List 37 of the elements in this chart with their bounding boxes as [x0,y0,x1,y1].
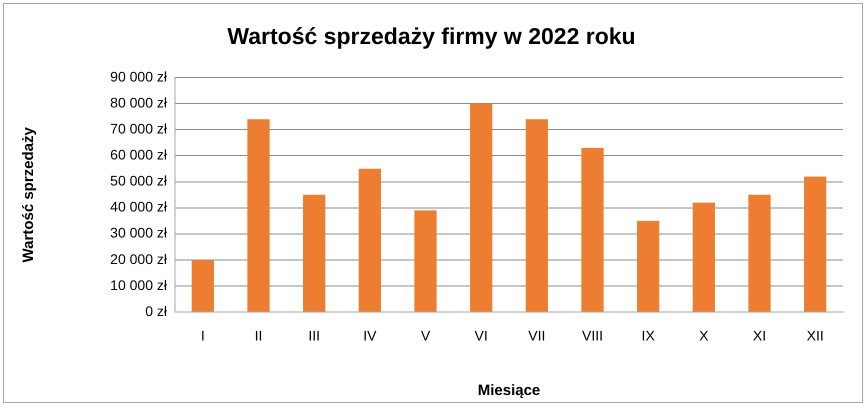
bar [470,104,492,312]
x-tick-label: III [308,327,320,344]
chart-title: Wartość sprzedaży firmy w 2022 roku [227,23,636,50]
x-tick-label: II [254,327,262,344]
x-tick-label: V [420,327,431,344]
x-tick-label: XII [806,327,824,344]
y-tick-label: 90 000 zł [110,68,168,84]
bar [692,202,715,312]
bar [804,176,826,312]
bar [192,260,214,312]
x-tick-label: VI [474,327,488,344]
bar [247,119,270,312]
bar [526,119,548,312]
y-tick-label: 20 000 zł [110,250,168,267]
x-tick-label: X [699,327,710,344]
bar [414,210,437,312]
y-tick-label: 0 zł [145,302,168,319]
x-tick-label: VIII [582,327,604,344]
y-tick-label: 50 000 zł [110,172,168,189]
bar [303,194,326,312]
y-tick-label: 30 000 zł [110,224,168,241]
y-tick-label: 40 000 zł [110,198,168,215]
bar [358,168,381,312]
bar [748,194,771,312]
x-tick-label: I [200,327,205,344]
bar [581,148,604,312]
y-tick-label: 10 000 zł [110,276,168,293]
x-tick-label: XI [752,327,766,344]
x-tick-label: IX [642,327,656,344]
x-tick-label: VII [528,327,546,344]
y-tick-label: 70 000 zł [110,120,168,137]
x-axis-title: Miesiące [478,382,540,400]
bar [637,220,660,312]
x-tick-label: IV [363,327,378,344]
y-tick-label: 80 000 zł [110,94,168,111]
y-axis-title: Wartość sprzedaży [20,126,38,262]
y-tick-label: 60 000 zł [110,146,168,163]
